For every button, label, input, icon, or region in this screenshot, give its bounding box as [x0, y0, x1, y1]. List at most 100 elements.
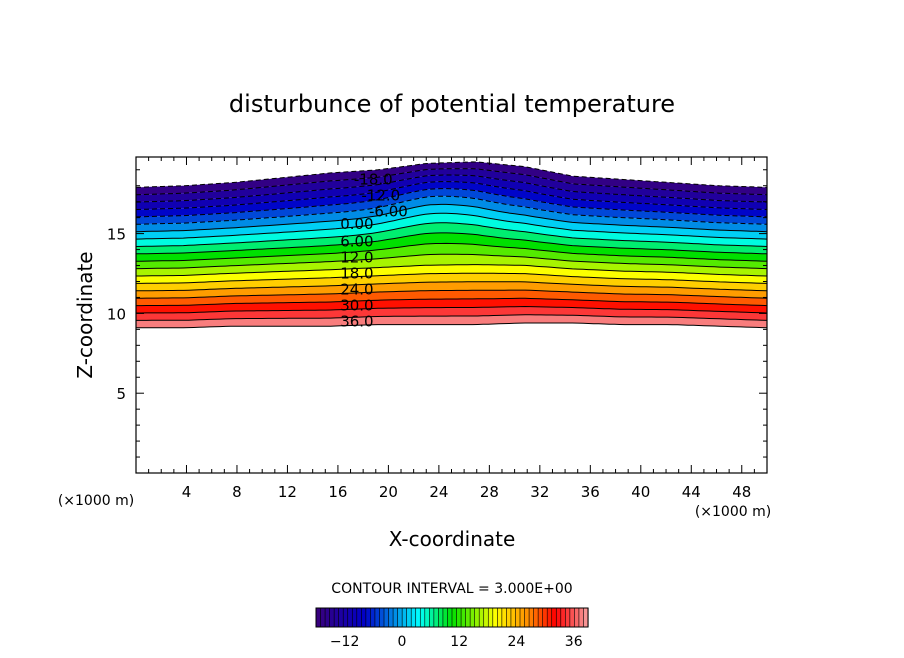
contour-band: [136, 314, 767, 328]
y-tick-label: 5: [116, 385, 126, 403]
colorbar-segment: [487, 607, 494, 628]
contour-label: 30.0: [340, 296, 373, 314]
colorbar-tick-label: 24: [507, 634, 525, 650]
colorbar-segment: [478, 607, 485, 628]
contour-line: [136, 188, 767, 218]
contour-label: 24.0: [340, 281, 373, 299]
contour-band: [136, 196, 767, 232]
contour-label: 0.00: [340, 215, 373, 233]
contour-line: [136, 264, 767, 277]
x-tick-label: 16: [328, 483, 347, 501]
colorbar-segment: [528, 607, 535, 628]
colorbar-tick-label: 12: [450, 634, 468, 650]
colorbar-segment: [315, 607, 322, 628]
contour-label: -18.0: [354, 170, 393, 188]
colorbar-segment: [506, 607, 512, 628]
colorbar-segment: [338, 607, 344, 628]
contour-label: -6.00: [369, 202, 408, 220]
contour-line: [136, 289, 767, 299]
colorbar-segment: [551, 607, 557, 628]
chart-title: disturbunce of potential temperature: [229, 90, 675, 118]
contour-line: [136, 168, 767, 196]
contour-lines: [136, 161, 767, 329]
contour-band: [136, 232, 767, 262]
colorbar-segment: [429, 607, 435, 628]
contour-line: [136, 322, 767, 329]
contour-band: [136, 298, 767, 313]
colorbar-segment: [361, 607, 367, 628]
colorbar-segment: [560, 607, 566, 628]
colorbar-segment: [379, 607, 385, 628]
contour-band: [136, 188, 767, 225]
contour-label: -12.0: [361, 186, 400, 204]
colorbar-segment: [469, 607, 476, 628]
colorbar-segment: [442, 607, 449, 628]
colorbar-segment: [492, 607, 498, 628]
x-tick-label: 24: [429, 483, 448, 501]
contour-band: [136, 243, 767, 269]
colorbar-segment: [578, 607, 585, 628]
colorbar-segment: [333, 607, 340, 628]
x-tick-label: 20: [379, 483, 398, 501]
contour-band: [136, 181, 767, 217]
contour-band: [136, 281, 767, 299]
colorbar-segment: [401, 607, 408, 628]
colorbar-segment: [456, 607, 462, 628]
colorbar-segment: [451, 607, 458, 628]
contour-band: [136, 306, 767, 321]
x-tick-label: 4: [182, 483, 192, 501]
colorbar-segment: [370, 607, 376, 628]
x-tick-label: 44: [682, 483, 701, 501]
contour-line: [136, 195, 767, 225]
colorbar-segment: [351, 607, 358, 628]
x-tick-label: 28: [480, 483, 499, 501]
colorbar-segment: [555, 607, 562, 628]
contour-line: [136, 305, 767, 314]
colorbar-segment: [383, 607, 390, 628]
contour-line: [136, 181, 767, 210]
x-tick-label: 48: [732, 483, 751, 501]
contour-band: [136, 175, 767, 210]
contour-label: 6.00: [340, 233, 373, 251]
colorbar-tick-label: 36: [565, 634, 583, 650]
colorbar-segment: [324, 607, 331, 628]
contour-line: [136, 281, 767, 292]
colorbar-segment: [419, 607, 426, 628]
colorbar-frame: [315, 607, 589, 628]
colorbar-segment: [433, 607, 439, 628]
y-tick-label: 10: [107, 305, 126, 323]
colorbar-segment: [406, 607, 412, 628]
colorbar-segment: [392, 607, 399, 628]
x-tick-label: 8: [232, 483, 242, 501]
colorbar-segment: [565, 607, 571, 628]
colorbar: −12 0 12 24 36: [315, 607, 589, 650]
contour-label: 12.0: [340, 249, 373, 267]
x-unit-right: (×1000 m): [695, 504, 771, 520]
colorbar-segment: [388, 607, 394, 628]
filled-contours: [136, 161, 767, 328]
x-unit-left: (×1000 m): [58, 493, 134, 509]
contour-line: [136, 314, 767, 321]
y-tick-label: 15: [107, 226, 126, 244]
contour-line: [136, 272, 767, 284]
colorbar-segment: [447, 607, 453, 628]
colorbar-segment: [542, 607, 548, 628]
colorbar-segment: [533, 607, 539, 628]
colorbar-segment: [415, 607, 421, 628]
colorbar-segment: [574, 607, 580, 628]
contour-interval-text: CONTOUR INTERVAL = 3.000E+00: [331, 581, 572, 597]
colorbar-segment: [347, 607, 353, 628]
contour-line: [136, 253, 767, 270]
contour-labels: -18.0-12.0-6.000.006.0012.018.024.030.03…: [340, 170, 408, 330]
contour-line: [136, 161, 767, 188]
x-axis-label: X-coordinate: [389, 527, 516, 551]
colorbar-segment: [497, 607, 503, 628]
colorbar-tick-label: 0: [397, 634, 406, 650]
x-tick-label: 12: [278, 483, 297, 501]
colorbar-segment: [569, 607, 575, 628]
colorbar-segment: [329, 607, 335, 628]
contour-band: [136, 213, 767, 247]
colorbar-segment: [474, 607, 480, 628]
y-axis-label: Z-coordinate: [73, 251, 97, 378]
